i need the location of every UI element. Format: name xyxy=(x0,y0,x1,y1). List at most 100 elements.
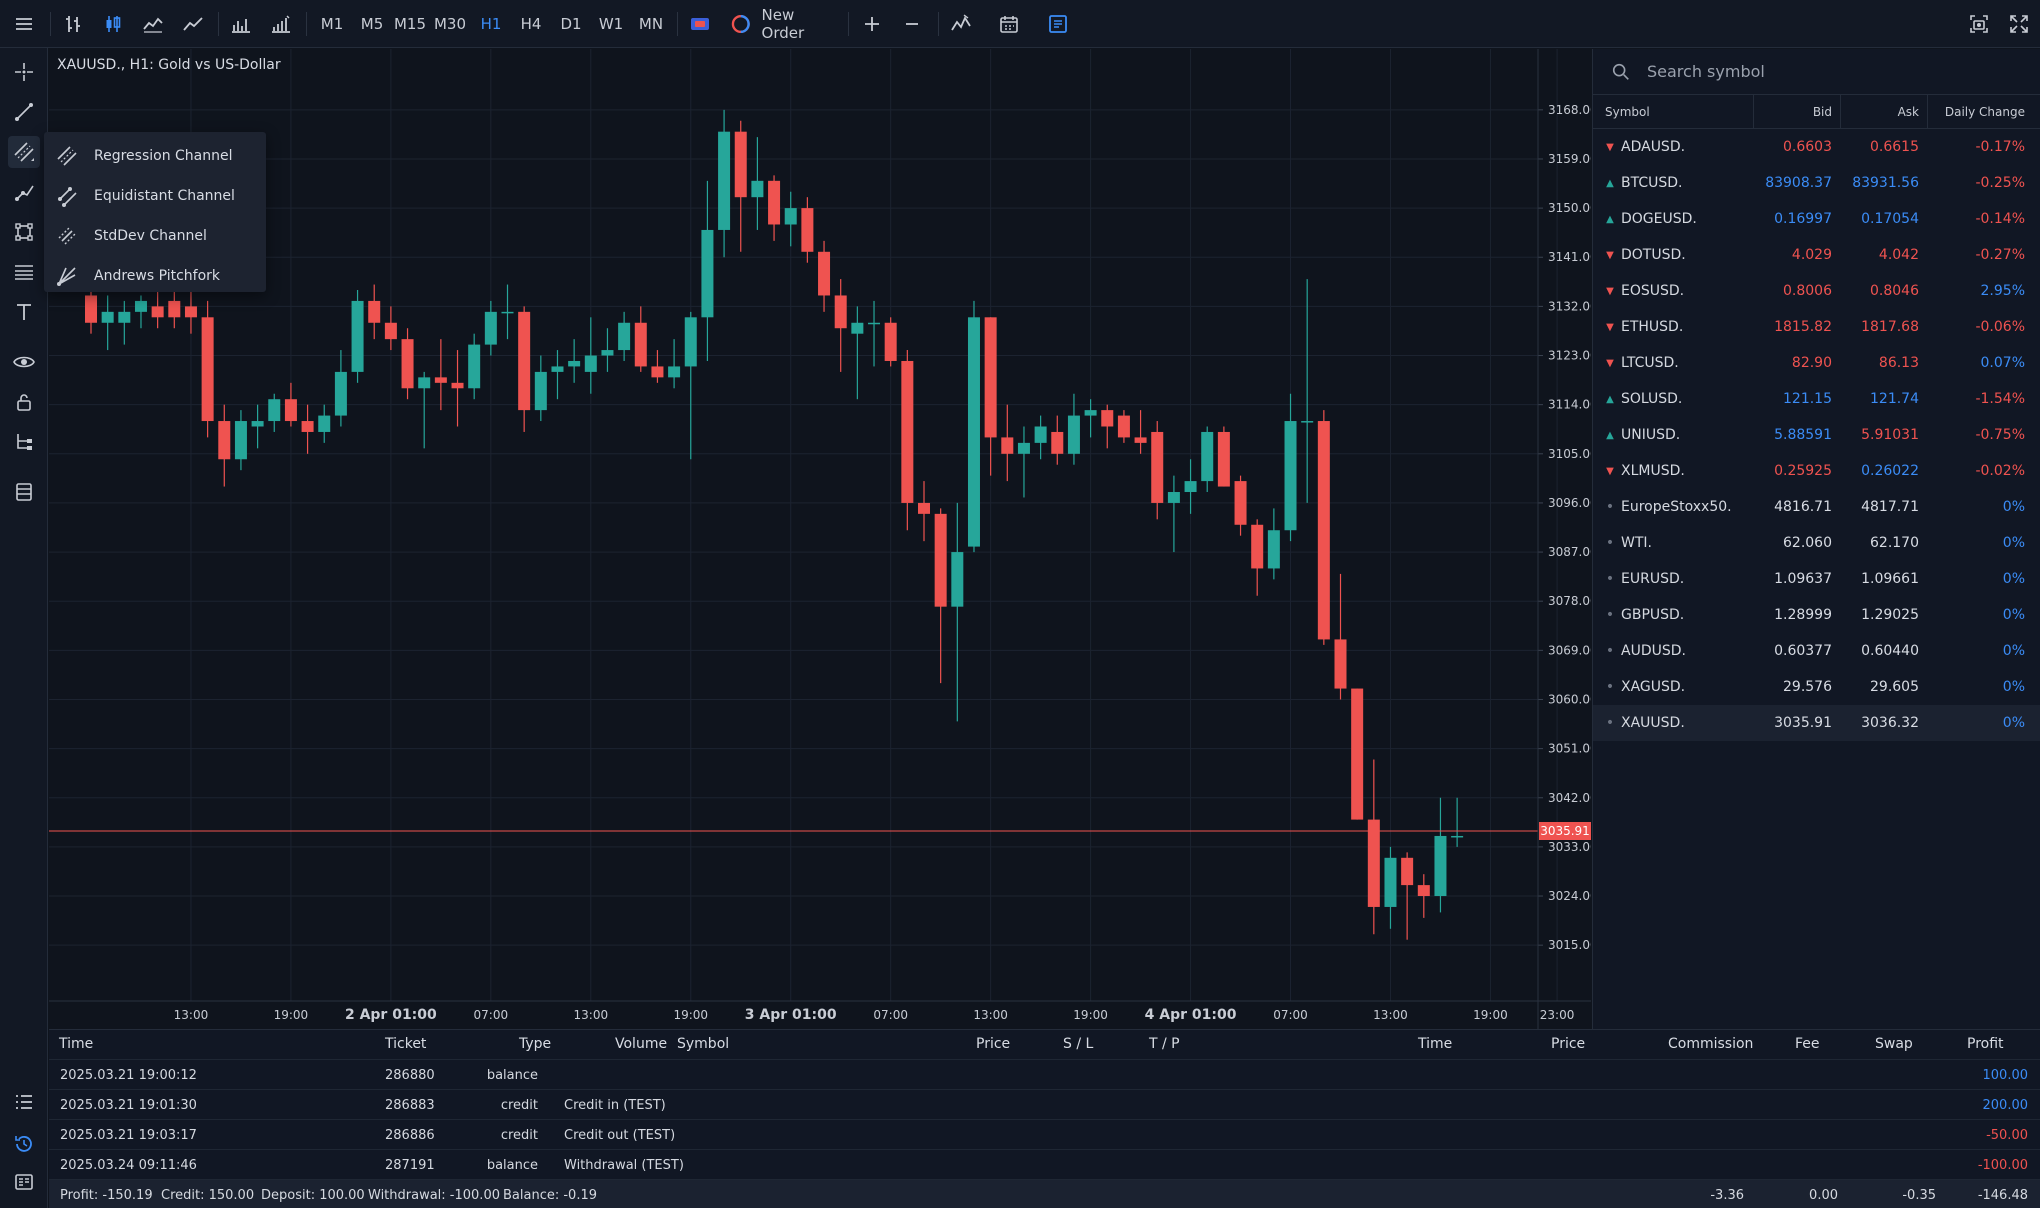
candle-body xyxy=(734,131,747,198)
calendar-icon[interactable] xyxy=(993,8,1025,40)
candle-body xyxy=(218,421,231,460)
column-header-volume[interactable]: Volume xyxy=(615,1036,668,1052)
timeframe-mn[interactable]: MN xyxy=(638,15,664,33)
timeframe-h1[interactable]: H1 xyxy=(480,15,502,33)
menu-icon[interactable] xyxy=(8,8,40,40)
watchlist-daily-change: 0% xyxy=(2002,535,2025,551)
column-header-symbol[interactable]: Symbol xyxy=(677,1036,730,1052)
text-tool-icon[interactable] xyxy=(8,296,40,328)
chart-window-icon[interactable] xyxy=(1042,8,1074,40)
tick-volume-icon[interactable] xyxy=(265,8,297,40)
history-profit: -100.00 xyxy=(1977,1158,2028,1173)
chart-canvas[interactable]: 3035.91 3168.00 3159.00 3150.00 3141.00 3132… xyxy=(49,49,1591,1029)
trend-line-icon[interactable] xyxy=(8,96,40,128)
column-header-commission[interactable]: Commission xyxy=(1668,1036,1754,1052)
timeframe-m5[interactable]: M5 xyxy=(360,15,384,33)
candlestick-chart-icon[interactable] xyxy=(97,8,129,40)
column-header-close-price[interactable]: Price xyxy=(1551,1036,1586,1052)
menu-item-andrews-pitchfork[interactable]: Andrews Pitchfork xyxy=(44,256,266,296)
watchlist-row[interactable]: ▼ DOTUSD. 4.029 4.042 -0.27% xyxy=(1593,237,2040,273)
column-header-fee[interactable]: Fee xyxy=(1795,1036,1820,1052)
column-header-tp[interactable]: T / P xyxy=(1149,1036,1180,1052)
column-header-ticket[interactable]: Ticket xyxy=(385,1036,427,1052)
timeframe-h4[interactable]: H4 xyxy=(520,15,542,33)
market-watch-panel: Symbol Bid Ask Daily Change ▼ ADAUSD. 0.66… xyxy=(1592,49,2040,1029)
volume-bars-icon[interactable] xyxy=(225,8,257,40)
price-chart[interactable]: 3035.91 3168.00 3159.00 3150.00 3141.00 3132… xyxy=(49,49,1591,1029)
watchlist-daily-change: -0.14% xyxy=(1975,211,2025,227)
watchlist-row[interactable]: ▼ ETHUSD. 1815.82 1817.68 -0.06% xyxy=(1593,309,2040,345)
column-header-symbol[interactable]: Symbol xyxy=(1605,104,1650,119)
channel-tools-icon[interactable] xyxy=(8,136,40,168)
watchlist-row[interactable]: • EURUSD. 1.09637 1.09661 0% xyxy=(1593,561,2040,597)
column-header-swap[interactable]: Swap xyxy=(1875,1036,1913,1052)
watchlist-row[interactable]: • GBPUSD. 1.28999 1.29025 0% xyxy=(1593,597,2040,633)
watchlist-symbol: BTCUSD. xyxy=(1621,175,1683,191)
column-header-type[interactable]: Type xyxy=(519,1036,552,1052)
trading-panel-icon[interactable] xyxy=(8,476,40,508)
visibility-icon[interactable] xyxy=(8,346,40,378)
watchlist-row[interactable]: • EuropeStoxx50. 4816.71 4817.71 0% xyxy=(1593,489,2040,525)
history-row[interactable]: 2025.03.21 19:00:12 286880 balance 100.0… xyxy=(49,1060,2040,1090)
one-click-trading-icon[interactable] xyxy=(684,8,716,40)
timeframe-m30[interactable]: M30 xyxy=(433,15,467,33)
watchlist-row[interactable]: ▼ XLMUSD. 0.25925 0.26022 -0.02% xyxy=(1593,453,2040,489)
watchlist-symbol: GBPUSD. xyxy=(1621,607,1685,623)
watchlist-bid: 4.029 xyxy=(1791,247,1832,263)
fibonacci-icon[interactable] xyxy=(8,256,40,288)
watchlist-row[interactable]: • XAGUSD. 29.576 29.605 0% xyxy=(1593,669,2040,705)
watchlist-row[interactable]: • AUDUSD. 0.60377 0.60440 0% xyxy=(1593,633,2040,669)
watchlist-row[interactable]: • XAUUSD. 3035.91 3036.32 0% xyxy=(1593,705,2040,741)
journal-icon[interactable] xyxy=(8,1166,40,1198)
timeframe-d1[interactable]: D1 xyxy=(560,15,582,33)
watchlist-row[interactable]: ▼ EOSUSD. 0.8006 0.8046 2.95% xyxy=(1593,273,2040,309)
watchlist-ask: 3036.32 xyxy=(1861,715,1919,731)
stddev-channel-icon xyxy=(58,227,76,245)
history-ticket: 287191 xyxy=(385,1158,435,1173)
history-row[interactable]: 2025.03.24 09:11:46 287191 balance Withd… xyxy=(49,1150,2040,1180)
column-header-bid[interactable]: Bid xyxy=(1753,94,1840,129)
symbol-search-input[interactable] xyxy=(1647,62,2007,81)
watchlist-row[interactable]: • WTI. 62.060 62.170 0% xyxy=(1593,525,2040,561)
watchlist-row[interactable]: ▲ SOLUSD. 121.15 121.74 -1.54% xyxy=(1593,381,2040,417)
fullscreen-icon[interactable] xyxy=(2003,8,2035,40)
column-header-time[interactable]: Time xyxy=(59,1036,94,1052)
timeframe-m1[interactable]: M1 xyxy=(320,15,344,33)
column-header-ask[interactable]: Ask xyxy=(1840,94,1927,129)
bar-chart-icon[interactable] xyxy=(57,8,89,40)
column-header-sl[interactable]: S / L xyxy=(1063,1036,1094,1052)
menu-item-stddev-channel[interactable]: StdDev Channel xyxy=(44,216,266,256)
zoom-in-icon[interactable] xyxy=(856,8,888,40)
history-row[interactable]: 2025.03.21 19:01:30 286883 credit Credit… xyxy=(49,1090,2040,1120)
column-header-close-time[interactable]: Time xyxy=(1418,1036,1453,1052)
watchlist-row[interactable]: ▼ LTCUSD. 82.90 86.13 0.07% xyxy=(1593,345,2040,381)
shapes-icon[interactable] xyxy=(8,216,40,248)
zoom-out-icon[interactable] xyxy=(896,8,928,40)
history-row[interactable]: 2025.03.21 19:03:17 286886 credit Credit… xyxy=(49,1120,2040,1150)
object-tree-icon[interactable] xyxy=(8,426,40,458)
lock-icon[interactable] xyxy=(8,386,40,418)
screenshot-icon[interactable] xyxy=(1963,8,1995,40)
column-header-profit[interactable]: Profit xyxy=(1967,1036,2004,1052)
watchlist-row[interactable]: ▼ ADAUSD. 0.6603 0.6615 -0.17% xyxy=(1593,129,2040,165)
timeframe-m15[interactable]: M15 xyxy=(393,15,427,33)
candle-body xyxy=(1451,835,1464,838)
menu-item-regression-channel[interactable]: Regression Channel xyxy=(44,136,266,176)
arrow-down-icon: ▼ xyxy=(1606,465,1614,477)
indicators-icon[interactable] xyxy=(945,8,977,40)
positions-list-icon[interactable] xyxy=(8,1086,40,1118)
toolbar-divider xyxy=(50,12,51,36)
watchlist-row[interactable]: ▲ BTCUSD. 83908.37 83931.56 -0.25% xyxy=(1593,165,2040,201)
column-header-price[interactable]: Price xyxy=(976,1036,1011,1052)
menu-item-equidistant-channel[interactable]: Equidistant Channel xyxy=(44,176,266,216)
history-icon[interactable] xyxy=(8,1128,40,1160)
new-order-button[interactable]: New Order xyxy=(730,6,840,42)
timeframe-w1[interactable]: W1 xyxy=(598,15,624,33)
line-chart-icon[interactable] xyxy=(177,8,209,40)
crosshair-icon[interactable] xyxy=(8,56,40,88)
watchlist-row[interactable]: ▲ UNIUSD. 5.88591 5.91031 -0.75% xyxy=(1593,417,2040,453)
column-header-daily-change[interactable]: Daily Change xyxy=(1927,94,2037,129)
ray-line-icon[interactable] xyxy=(8,176,40,208)
watchlist-row[interactable]: ▲ DOGEUSD. 0.16997 0.17054 -0.14% xyxy=(1593,201,2040,237)
area-chart-icon[interactable] xyxy=(137,8,169,40)
